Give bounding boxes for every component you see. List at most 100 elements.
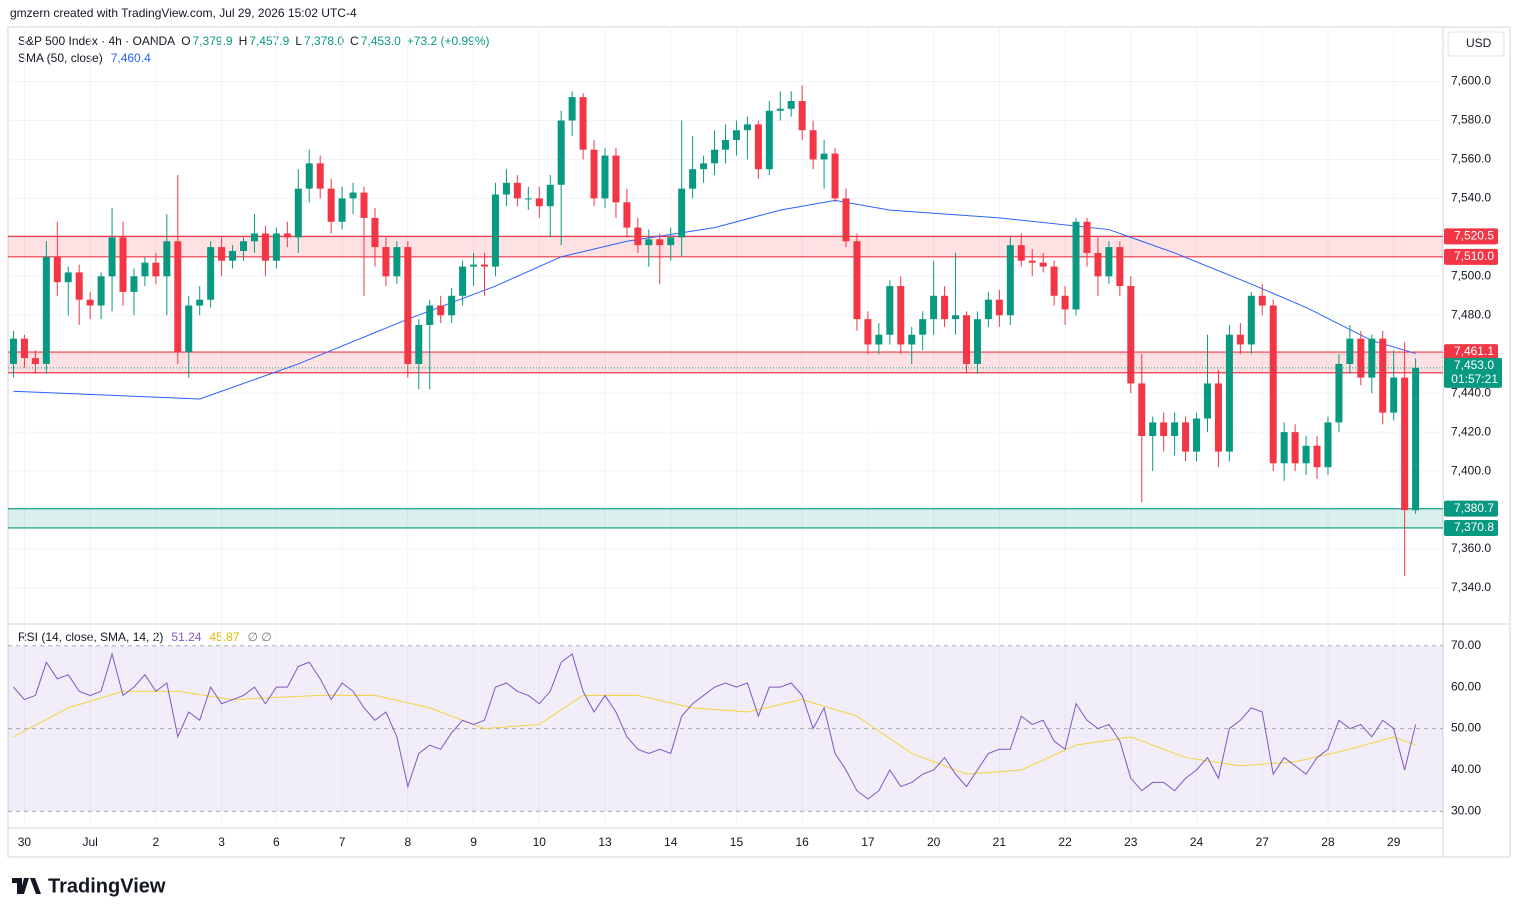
candle-body [864,319,872,345]
candle-body [1171,422,1179,437]
brand-name: TradingView [48,875,166,897]
candle-body [1379,338,1387,413]
candle-body [437,305,445,316]
candle-body [294,188,302,238]
candle-body [371,217,379,248]
candle-body [1368,338,1376,378]
candle-body [1050,266,1058,296]
candle-body [305,163,313,189]
candle-body [20,338,28,359]
candle-body [261,233,269,261]
candle-body [1258,295,1266,306]
rsi-ma-value: 45.87 [209,630,239,644]
c-label: C [350,34,359,48]
candle-body [513,182,521,199]
y-tick-label: 7,420.0 [1451,424,1491,438]
candle-body [711,149,719,164]
candle-body [897,286,905,345]
y-tick-label: 7,560.0 [1451,152,1491,166]
candle-body [185,305,193,353]
o-label: O [181,34,190,48]
candle-body [360,192,368,218]
candle-body [1412,367,1420,511]
candle-body [732,130,740,140]
symbol: S&P 500 Index · 4h · OANDA [18,34,175,48]
candle-body [1094,252,1102,277]
candle-body [908,334,916,345]
x-tick-label: 14 [664,835,678,849]
y-tick-label: 7,480.0 [1451,307,1491,321]
candle-body [919,319,927,335]
candle-body [754,124,762,170]
candle-body [524,198,532,200]
candle-body [962,315,970,364]
price-tag [1444,500,1498,517]
candle-body [141,262,149,277]
candle-body [1061,295,1069,310]
candle-body [97,276,105,306]
candle-body [546,184,554,207]
candle-body [415,325,423,364]
rsi-legend: RSI (14, close, SMA, 14, 2) 51.24 45.87 ∅ ∅ [18,630,272,644]
rsi-line [13,652,1417,800]
candle-body [448,295,456,316]
candle-body [700,163,708,170]
candle-body [207,247,215,300]
brand: TradingView [12,875,166,897]
candle-body [481,264,489,267]
sma-name: SMA (50, close) [18,51,103,65]
candle-body [64,272,72,283]
currency[interactable]: USD [1466,36,1492,50]
candle-body [240,241,248,251]
candle-body [743,124,751,131]
l-value: 7,378.0 [304,34,344,48]
x-tick-label: 6 [273,835,280,849]
candle-body [1357,338,1365,378]
candle-body [831,153,839,199]
candle-body [283,233,291,238]
candle-body [229,250,237,261]
sma-value: 7,460.4 [111,51,151,65]
rsi-tick-label: 30.00 [1451,804,1481,818]
candle-body [1083,221,1091,253]
candle-body [776,108,784,111]
x-tick-label: 2 [153,835,160,849]
zone [8,508,1443,528]
x-tick-label: 17 [861,835,875,849]
candle-body [1127,286,1135,384]
candle-body [667,237,675,246]
y-tick-label: 7,340.0 [1451,580,1491,594]
candle-body [689,169,697,189]
c-value: 7,453.0 [361,34,401,48]
candle-body [1193,418,1201,452]
logo [12,878,41,894]
y-tick-label: 7,600.0 [1451,74,1491,88]
candle-body [1203,383,1211,419]
candle-body [174,241,182,353]
price-tag-label: 7,380.7 [1454,501,1494,515]
credit: gmzern created with TradingView.com, Jul… [10,6,357,20]
candle-body [612,155,620,203]
candle-body [327,188,335,222]
candle-body [678,188,686,238]
candle-body [382,247,390,277]
o-value: 7,379.9 [193,34,233,48]
candle-body [1291,432,1299,464]
x-tick-label: Jul [82,835,97,849]
countdown: 01:57:21 [1451,372,1498,386]
candle-body [1280,432,1288,464]
candle-body [787,101,795,109]
candle-body [502,182,510,195]
x-tick-label: 7 [339,835,346,849]
candle-body [1247,295,1255,345]
price-tag [1444,248,1498,265]
candle-body [984,299,992,320]
currency-button[interactable] [1447,31,1505,57]
candle-body [1105,247,1113,277]
candle-body [656,239,664,246]
candle-body [853,241,861,320]
candle-body [886,286,894,335]
candle-body [798,101,806,131]
legend: S&P 500 Index · 4h · OANDA O 7,379.9 H 7,457… [18,34,490,48]
